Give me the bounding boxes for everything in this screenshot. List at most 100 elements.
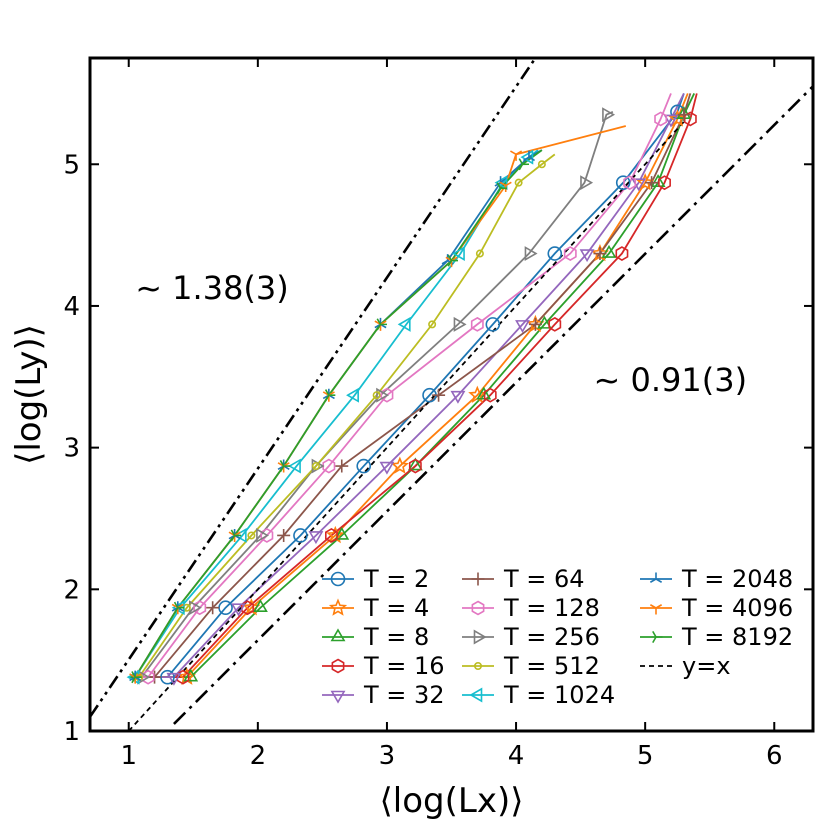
legend-marker-t-512	[473, 661, 482, 670]
data-point-t-16-6	[548, 316, 562, 332]
legend-entry-t-256: T = 256	[462, 623, 600, 651]
data-point-t-4096-9	[510, 150, 523, 161]
series-line-t-1024	[131, 149, 539, 679]
data-point-t-8-5	[476, 386, 492, 400]
data-point-t-8192-7	[447, 254, 459, 267]
data-point-t-512-8	[514, 178, 523, 187]
reference-line-1-38-3	[90, 58, 537, 718]
legend-label-t-2048: T = 2048	[681, 565, 793, 593]
data-point-t-64-8	[645, 176, 659, 190]
data-point-t-256-9	[602, 107, 616, 123]
data-point-t-1024-3	[233, 528, 247, 543]
legend-entry-t-16: T = 16	[322, 652, 445, 680]
data-point-t-64-3	[277, 528, 291, 542]
data-point-t-2048-9	[522, 150, 535, 162]
data-point-t-512-6	[428, 320, 437, 329]
data-point-t-8-8	[650, 174, 666, 187]
data-point-t-2-7	[547, 246, 563, 261]
y-axis-title: ⟨log(Ly)⟩	[9, 324, 49, 465]
data-point-t-8-7	[601, 244, 617, 258]
data-point-t-64-9	[677, 108, 691, 122]
data-point-t-32-6	[515, 320, 530, 333]
legend-entry-t-2048: T = 2048	[640, 565, 793, 593]
legend-entry-t-4: T = 4	[322, 594, 429, 622]
data-point-t-8-1	[183, 668, 199, 682]
annotation-slope-1: ~ 1.38(3)	[135, 269, 289, 307]
data-point-t-1024-4	[287, 458, 301, 474]
y-tick-label-4: 4	[63, 292, 80, 322]
data-point-t-64-6	[528, 317, 542, 331]
data-point-t-2-6	[485, 317, 501, 332]
legend-label-t-8192: T = 8192	[681, 623, 793, 651]
data-point-t-8192-6	[376, 318, 387, 331]
legend-marker-t-16	[331, 658, 345, 674]
x-axis-title: ⟨log(Lx)⟩	[380, 781, 524, 821]
x-tick-label-3: 3	[379, 741, 396, 771]
data-point-t-8-4	[407, 457, 423, 471]
legend-label-t-128: T = 128	[503, 594, 600, 622]
data-point-t-64-7	[593, 247, 607, 261]
data-point-t-4-4	[390, 456, 409, 474]
data-point-t-8192-3	[230, 529, 242, 542]
data-point-t-8-6	[537, 315, 552, 329]
legend-marker-t-4	[328, 598, 348, 616]
data-point-t-8192-1	[131, 671, 142, 684]
data-point-t-16-3	[324, 528, 338, 543]
y-tick-label-2: 2	[63, 575, 80, 605]
data-point-t-256-7	[524, 246, 538, 261]
legend-label-t-64: T = 64	[503, 565, 585, 593]
data-point-t-4-9	[668, 109, 687, 127]
legend-entry-y-x: y=x	[640, 652, 731, 680]
legend-entry-t-8192: T = 8192	[640, 623, 793, 651]
legend-entry-t-4096: T = 4096	[640, 594, 793, 622]
data-point-t-128-9	[654, 111, 668, 127]
data-point-t-32-9	[663, 114, 679, 128]
data-point-t-2-4	[356, 458, 372, 474]
data-point-t-256-8	[580, 175, 594, 191]
legend-entry-t-8: T = 8	[322, 623, 429, 651]
series-line-t-32	[135, 93, 685, 679]
data-point-t-64-2	[206, 601, 220, 615]
series-line-y-x	[128, 121, 685, 731]
x-tick-label-2: 2	[250, 741, 267, 771]
legend-label-t-2: T = 2	[363, 565, 429, 593]
legend-marker-t-2	[330, 571, 346, 587]
reference-line-0-91-3	[173, 85, 813, 725]
x-tick-label-4: 4	[508, 741, 525, 771]
data-point-t-512-9	[537, 160, 546, 169]
data-point-t-512-3	[247, 531, 256, 540]
data-point-t-256-3	[256, 528, 270, 543]
legend-marker-t-2048	[649, 572, 663, 583]
legend-entry-t-64: T = 64	[462, 565, 585, 593]
data-point-t-16-4	[408, 458, 422, 474]
legend-marker-t-8	[330, 628, 346, 642]
data-point-t-16-8	[658, 175, 671, 191]
data-point-t-64-5	[432, 388, 446, 402]
legend-label-t-32: T = 32	[363, 681, 445, 709]
legend-entry-t-512: T = 512	[462, 652, 600, 680]
legend-marker-t-8192	[652, 630, 663, 644]
data-point-t-8192-2	[173, 601, 185, 614]
legend-label-t-4096: T = 4096	[681, 594, 793, 622]
legend-label-t-4: T = 4	[363, 594, 429, 622]
plot-background	[90, 58, 813, 731]
data-point-t-8192-5	[324, 389, 336, 402]
legend-label-y-x: y=x	[682, 652, 731, 680]
y-tick-label-3: 3	[63, 434, 80, 464]
data-point-t-32-5	[450, 390, 466, 404]
data-point-t-128-8	[623, 175, 637, 191]
legend-marker-t-128	[471, 600, 485, 616]
series-line-t-8	[144, 93, 696, 679]
legend-label-t-16: T = 16	[363, 652, 445, 680]
data-point-t-32-7	[579, 249, 595, 263]
legend-marker-t-256	[473, 629, 487, 645]
x-tick-label-6: 6	[766, 741, 783, 771]
data-point-t-1024-7	[451, 246, 465, 261]
legend-marker-t-1024	[469, 687, 483, 703]
data-point-t-32-1	[166, 672, 182, 686]
x-tick-label-1: 1	[120, 741, 137, 771]
data-point-t-32-4	[379, 461, 395, 475]
legend-label-t-512: T = 512	[503, 652, 600, 680]
data-point-t-8192-8	[496, 182, 508, 195]
